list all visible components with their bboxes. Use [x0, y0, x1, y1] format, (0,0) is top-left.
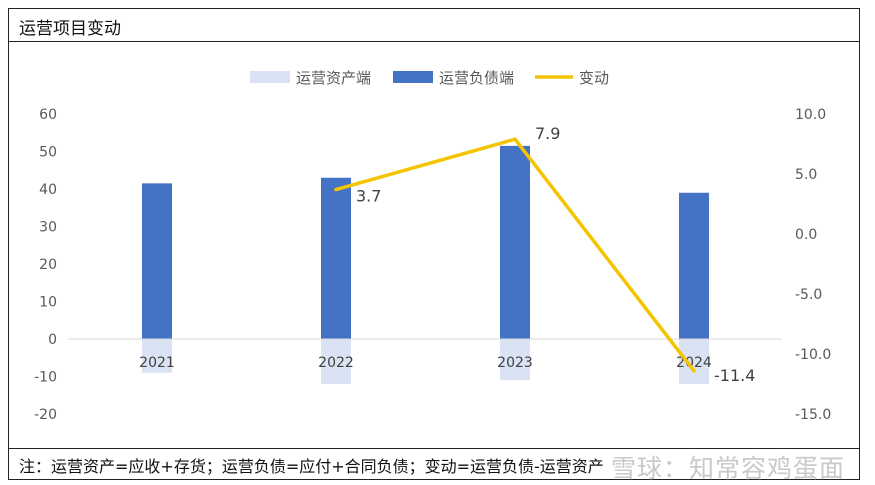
change-point-2 — [692, 369, 696, 373]
y-right-tick-10.0: 10.0 — [795, 107, 826, 123]
footnote: 注：运营资产=应收+存货；运营负债=应付+合同负债；变动=运营负债-运营资产 — [19, 457, 604, 476]
legend-label-assets: 运营资产端 — [296, 69, 371, 87]
y-right-tick--15.0: -15.0 — [795, 407, 831, 423]
legend-label-change: 变动 — [579, 69, 609, 87]
legend-swatch-assets — [250, 71, 290, 83]
y-left-tick-0: 0 — [48, 332, 57, 348]
bar-liabilities-2023 — [500, 145, 530, 339]
x-tick-2021: 2021 — [139, 355, 175, 371]
legend-swatch-liabilities — [393, 71, 433, 83]
bar-liabilities-2021 — [142, 183, 172, 339]
y-right-tick-5.0: 5.0 — [795, 167, 817, 183]
legend: 运营资产端 运营负债端 变动 — [250, 69, 609, 87]
data-label-2022: 3.7 — [356, 187, 381, 206]
change-line — [334, 137, 696, 373]
data-label-2023: 7.9 — [535, 124, 560, 143]
y-left-tick-60: 60 — [39, 107, 57, 123]
y-right-tick--5.0: -5.0 — [795, 287, 822, 303]
y-right-tick-0.0: 0.0 — [795, 227, 817, 243]
legend-label-liabilities: 运营负债端 — [439, 69, 514, 87]
bar-liabilities-2022 — [321, 177, 351, 339]
bar-liabilities-2024 — [679, 192, 709, 339]
y-left-tick-30: 30 — [39, 220, 57, 236]
x-tick-2022: 2022 — [318, 355, 354, 371]
chart-frame: 运营项目变动 注：运营资产=应收+存货；运营负债=应付+合同负债；变动=运营负债… — [8, 8, 860, 483]
change-point-1 — [513, 137, 517, 141]
change-point-0 — [334, 187, 338, 192]
y-left-tick--10: -10 — [34, 370, 57, 386]
bar-assets-2022 — [321, 339, 351, 384]
y-axis-left: 60 50 40 30 20 10 0 -10 -20 — [34, 107, 57, 423]
bar-assets-2023 — [500, 339, 530, 381]
y-left-tick-40: 40 — [39, 182, 57, 198]
y-right-tick--10.0: -10.0 — [795, 347, 831, 363]
note-bar: 注：运营资产=应收+存货；运营负债=应付+合同负债；变动=运营负债-运营资产 雪… — [9, 448, 859, 483]
y-left-tick-10: 10 — [39, 295, 57, 311]
bar-assets-2021 — [142, 339, 172, 373]
y-axis-right: 10.0 5.0 0.0 -5.0 -10.0 -15.0 — [795, 107, 831, 423]
y-left-tick-50: 50 — [39, 145, 57, 161]
x-tick-2023: 2023 — [497, 355, 533, 371]
data-label-2024: -11.4 — [714, 366, 755, 385]
bar-assets-2024 — [679, 339, 709, 384]
x-axis: 2021 2022 2023 2024 — [139, 355, 712, 371]
y-left-tick--20: -20 — [34, 407, 57, 423]
data-labels: 3.7 7.9 -11.4 — [356, 124, 755, 385]
chart-title: 运营项目变动 — [19, 19, 121, 39]
watermark: 雪球：知常容鸡蛋面 — [610, 454, 845, 483]
title-bar: 运营项目变动 — [9, 9, 859, 42]
bars — [142, 145, 709, 384]
y-left-tick-20: 20 — [39, 257, 57, 273]
